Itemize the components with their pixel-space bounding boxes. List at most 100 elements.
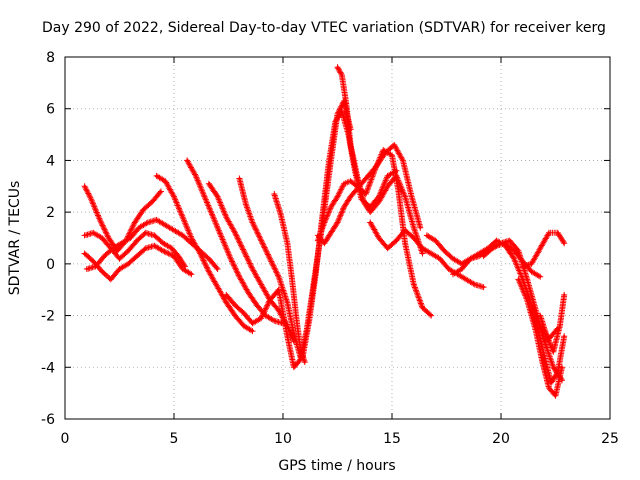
data-point bbox=[286, 335, 289, 338]
data-point bbox=[349, 143, 352, 147]
data-point bbox=[172, 195, 176, 198]
data-point bbox=[369, 221, 372, 224]
data-point bbox=[83, 234, 86, 237]
data-point bbox=[144, 231, 147, 235]
data-point bbox=[329, 205, 333, 209]
data-point bbox=[421, 247, 424, 250]
data-point bbox=[438, 257, 442, 260]
data-point bbox=[109, 278, 112, 281]
data-point bbox=[181, 234, 184, 237]
y-tick-label: 8 bbox=[46, 50, 55, 66]
data-point bbox=[120, 241, 123, 245]
series-trace bbox=[480, 237, 565, 384]
series-arc-7 bbox=[205, 180, 297, 345]
data-point bbox=[549, 381, 553, 384]
data-point bbox=[277, 275, 280, 278]
data-point bbox=[499, 241, 503, 245]
data-point bbox=[530, 309, 533, 312]
series-arc-18 bbox=[480, 237, 565, 384]
data-point bbox=[430, 314, 433, 317]
data-point bbox=[181, 216, 184, 219]
data-point bbox=[83, 185, 86, 188]
data-point bbox=[482, 254, 485, 258]
data-point bbox=[539, 247, 542, 250]
data-point bbox=[401, 159, 405, 162]
data-point bbox=[242, 249, 245, 253]
data-point bbox=[321, 216, 324, 219]
y-axis-label: SDTVAR / TECUs bbox=[7, 181, 23, 296]
data-point bbox=[460, 262, 463, 266]
data-point bbox=[233, 231, 237, 235]
data-point bbox=[384, 151, 387, 154]
data-point bbox=[421, 306, 424, 310]
data-point bbox=[153, 244, 156, 247]
data-point bbox=[521, 265, 524, 268]
data-point bbox=[545, 335, 548, 338]
data-point bbox=[294, 314, 298, 317]
data-point bbox=[451, 257, 455, 260]
data-point bbox=[216, 285, 219, 289]
grid bbox=[65, 57, 610, 419]
data-point bbox=[216, 267, 219, 271]
data-point bbox=[323, 221, 326, 224]
data-point bbox=[161, 249, 165, 253]
series-arc-14 bbox=[314, 141, 424, 247]
data-point bbox=[244, 203, 248, 206]
data-point bbox=[504, 244, 507, 247]
data-point bbox=[329, 231, 333, 235]
data-point bbox=[151, 200, 154, 203]
series-arc-12 bbox=[334, 64, 426, 257]
data-point bbox=[185, 159, 189, 162]
data-point bbox=[543, 340, 546, 343]
data-point bbox=[246, 291, 250, 294]
data-point bbox=[220, 236, 224, 240]
data-point bbox=[277, 309, 280, 312]
data-point bbox=[340, 110, 344, 113]
x-tick-label: 15 bbox=[383, 431, 401, 447]
data-point bbox=[397, 190, 400, 193]
data-point bbox=[242, 324, 245, 328]
data-point bbox=[268, 298, 272, 302]
data-point bbox=[98, 218, 102, 222]
data-point bbox=[207, 270, 211, 273]
series-trace bbox=[367, 219, 487, 291]
data-point bbox=[303, 360, 306, 364]
series-trace bbox=[519, 229, 568, 270]
data-point bbox=[395, 239, 398, 242]
data-point bbox=[135, 239, 139, 242]
data-point bbox=[153, 234, 156, 237]
data-point bbox=[83, 252, 86, 255]
data-point bbox=[290, 275, 293, 278]
data-point bbox=[159, 190, 163, 193]
data-point bbox=[85, 267, 89, 271]
data-point bbox=[251, 221, 254, 224]
data-point bbox=[491, 247, 494, 250]
data-point bbox=[133, 221, 136, 224]
data-point bbox=[336, 221, 339, 224]
x-tick-label: 25 bbox=[601, 431, 619, 447]
data-point bbox=[233, 304, 237, 307]
y-tick-label: 6 bbox=[46, 102, 55, 118]
data-point bbox=[198, 252, 202, 255]
plot-frame bbox=[64, 56, 611, 420]
data-point bbox=[92, 260, 95, 263]
data-point bbox=[116, 249, 119, 253]
data-point bbox=[386, 185, 389, 188]
data-point bbox=[534, 309, 538, 312]
data-point bbox=[323, 241, 326, 245]
data-point bbox=[92, 231, 95, 235]
data-point bbox=[277, 288, 280, 291]
data-point bbox=[118, 267, 121, 271]
data-point bbox=[172, 254, 176, 258]
data-point bbox=[364, 192, 368, 196]
y-tick-label: 0 bbox=[46, 257, 55, 273]
data-point bbox=[144, 247, 147, 250]
data-point bbox=[508, 239, 511, 242]
data-point bbox=[451, 273, 455, 276]
data-point bbox=[386, 247, 389, 250]
data-point bbox=[410, 195, 413, 198]
data-point bbox=[336, 66, 339, 69]
data-point bbox=[103, 254, 106, 258]
data-point bbox=[349, 179, 352, 183]
data-point bbox=[425, 234, 429, 237]
